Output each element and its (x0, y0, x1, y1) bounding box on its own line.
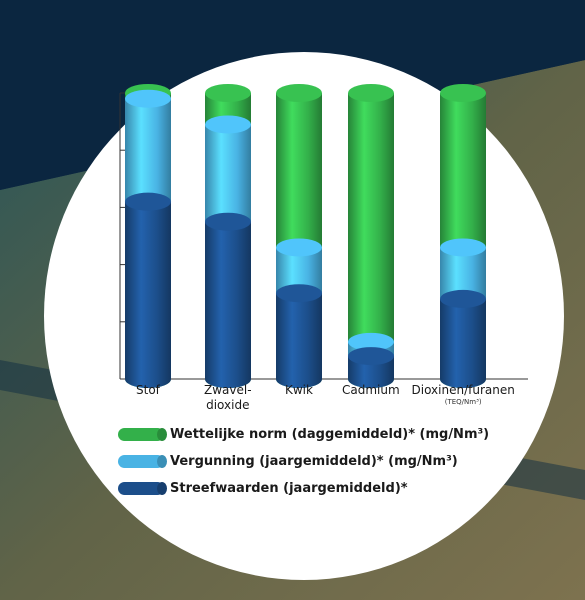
x-tick-label: Kwik (285, 383, 313, 397)
bar-top (348, 84, 394, 102)
bar-streefwaarden (348, 356, 394, 388)
bar-top (205, 84, 251, 102)
legend-item-streefwaarden: Streefwaarden (jaargemiddeld)* (118, 478, 489, 499)
bar-streefwaarden (125, 201, 171, 388)
bar-streefwaarden (276, 293, 322, 388)
chart-legend: Wettelijke norm (daggemiddeld)* (mg/Nm³)… (118, 424, 489, 505)
bar-top (348, 347, 394, 366)
x-tick-label: Zwavel-dioxide (204, 383, 252, 412)
x-tick-label: Dioxinen/furanen (TEQ/Nm³) (411, 383, 515, 406)
x-tick-label: Cadmium (342, 383, 400, 397)
legend-swatch-lightblue (118, 455, 164, 468)
x-tick-label: Stof (136, 383, 160, 397)
legend-label: Wettelijke norm (daggemiddeld)* (mg/Nm³) (170, 427, 490, 442)
legend-label: Streefwaarden (jaargemiddeld)* (170, 481, 408, 496)
bar-top (276, 84, 322, 102)
legend-swatch-darkblue (118, 482, 164, 495)
bar-top (440, 289, 486, 308)
bar-wettelijke (348, 93, 394, 388)
legend-item-wettelijke-norm: Wettelijke norm (daggemiddeld)* (mg/Nm³) (118, 424, 489, 445)
bar-top (205, 212, 251, 231)
bar-top (125, 89, 171, 108)
bar-top (276, 238, 322, 257)
legend-item-vergunning: Vergunning (jaargemiddeld)* (mg/Nm³) (118, 451, 489, 472)
bar-top (440, 84, 486, 102)
bar-streefwaarden (440, 298, 486, 388)
bar-streefwaarden (205, 221, 251, 388)
bar-top (440, 238, 486, 257)
bar-top (348, 332, 394, 351)
legend-label: Vergunning (jaargemiddeld)* (mg/Nm³) (170, 454, 458, 469)
bar-top (276, 284, 322, 303)
bar-top (205, 115, 251, 134)
legend-swatch-green (118, 428, 164, 441)
bar-top (125, 192, 171, 211)
